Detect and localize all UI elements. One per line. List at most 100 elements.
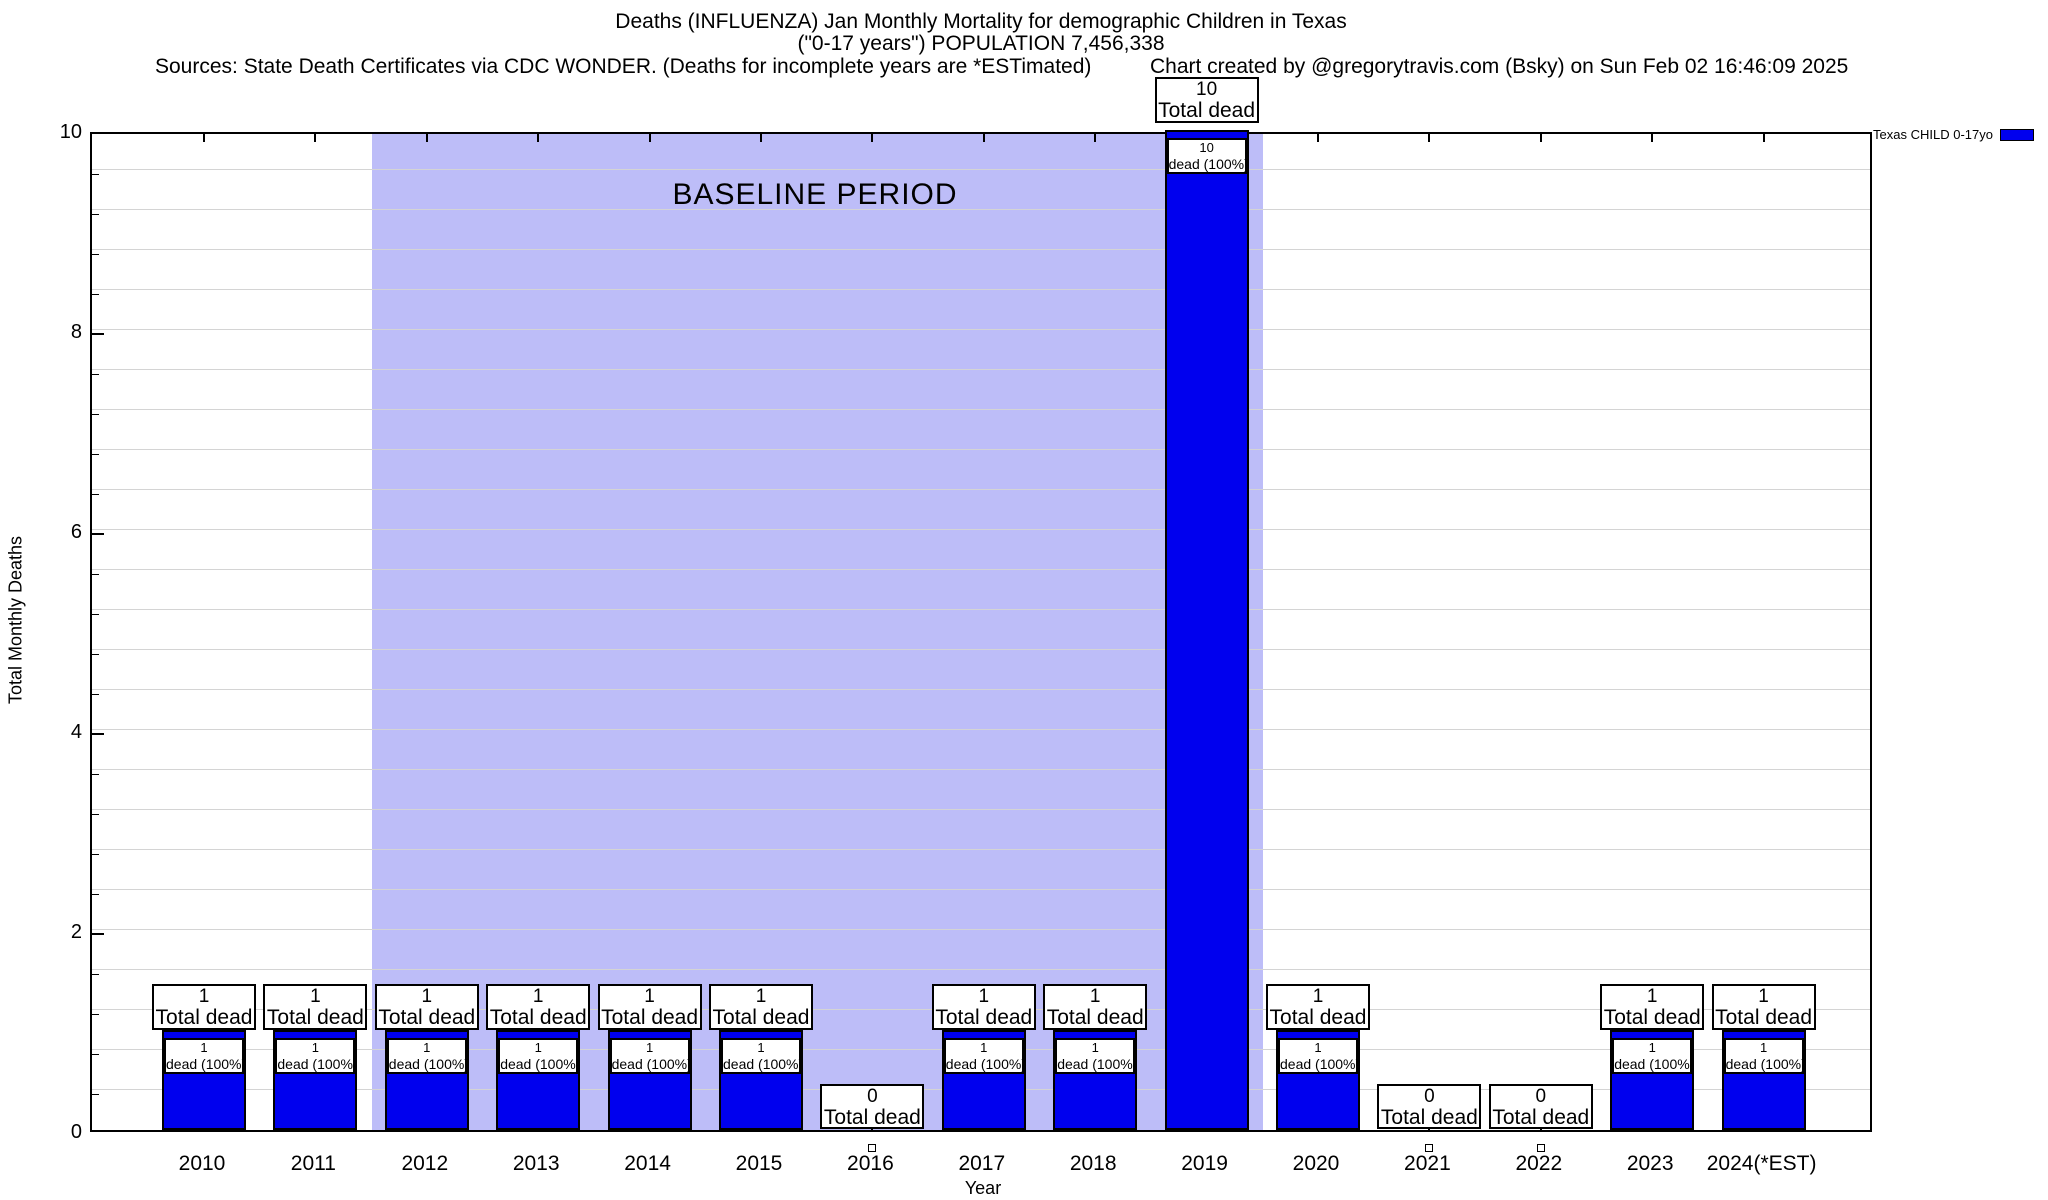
x-tick-label-2016: 2016 bbox=[847, 1152, 894, 1175]
gridline bbox=[92, 529, 1870, 530]
total-dead-label-2023: 1 Total dead bbox=[1600, 984, 1705, 1030]
x-top-tick bbox=[871, 134, 874, 142]
credit-note: Chart created by @gregorytravis.com (Bsk… bbox=[1150, 55, 1849, 78]
dead-pct-label-2011: 1 dead (100%) bbox=[275, 1038, 358, 1074]
legend-label: Texas CHILD 0-17yo bbox=[1873, 127, 1993, 142]
gridline bbox=[92, 849, 1870, 850]
y-minor-tick bbox=[92, 854, 99, 855]
total-dead-label-2020: 1 Total dead bbox=[1266, 984, 1370, 1030]
gridline bbox=[92, 489, 1870, 490]
gridline bbox=[92, 609, 1870, 610]
y-minor-tick bbox=[92, 1094, 99, 1095]
x-tick-label-2013: 2013 bbox=[512, 1152, 560, 1175]
gridline bbox=[92, 369, 1870, 370]
y-minor-tick bbox=[92, 534, 99, 535]
y-tick-label-0: 0 bbox=[70, 1121, 82, 1143]
x-tick-label-2011: 2011 bbox=[290, 1152, 336, 1175]
total-dead-label-2015: 1 Total dead bbox=[709, 984, 813, 1030]
dead-pct-label-2012: 1 dead (100%) bbox=[386, 1038, 469, 1074]
plot-area: BASELINE PERIOD 1 dead (100%) 1 Total dead 1 d… bbox=[90, 77, 1872, 1152]
total-dead-label-2011: 1 Total dead bbox=[263, 984, 368, 1030]
x-top-tick bbox=[425, 134, 428, 142]
y-minor-tick bbox=[92, 334, 99, 335]
total-dead-label-2019: 10 Total dead bbox=[1154, 77, 1259, 123]
x-top-tick bbox=[314, 134, 317, 142]
dead-pct-label-2014: 1 dead (100%) bbox=[609, 1038, 692, 1074]
gridline bbox=[92, 569, 1870, 570]
total-dead-label-2018: 1 Total dead bbox=[1043, 984, 1148, 1030]
x-top-tick bbox=[1539, 134, 1542, 142]
gridline bbox=[92, 409, 1870, 410]
dead-pct-label-2019: 10 dead (100%) bbox=[1166, 138, 1249, 174]
zero-marker-2021 bbox=[1425, 1144, 1434, 1152]
baseline-period-label: BASELINE PERIOD bbox=[672, 178, 958, 211]
y-minor-tick bbox=[92, 214, 99, 215]
x-top-tick bbox=[760, 134, 762, 142]
gridline bbox=[92, 889, 1870, 890]
x-top-tick bbox=[982, 134, 985, 142]
y-minor-tick bbox=[92, 974, 99, 975]
y-tick-label-2: 2 bbox=[70, 921, 82, 943]
dead-pct-label-2010: 1 dead (100%) bbox=[164, 1038, 246, 1074]
dead-pct-label-2018: 1 dead (100%) bbox=[1055, 1038, 1137, 1074]
x-top-tick bbox=[1094, 134, 1097, 142]
dead-pct-label-2013: 1 dead (100%) bbox=[498, 1038, 580, 1074]
x-tick-label-2017: 2017 bbox=[958, 1152, 1006, 1175]
x-axis-title: Year bbox=[964, 1178, 1002, 1198]
gridline bbox=[92, 649, 1870, 650]
x-top-tick bbox=[203, 134, 205, 142]
x-tick-label-2021: 2021 bbox=[1404, 1152, 1451, 1175]
y-minor-tick bbox=[92, 454, 99, 455]
y-minor-tick bbox=[92, 614, 99, 615]
dead-pct-label-2015: 1 dead (100%) bbox=[721, 1038, 803, 1074]
y-minor-tick bbox=[92, 694, 99, 695]
y-minor-tick bbox=[92, 734, 99, 735]
gridline bbox=[92, 689, 1870, 690]
x-tick-label-2020: 2020 bbox=[1292, 1152, 1340, 1175]
total-dead-label-2016: 0 Total dead bbox=[820, 1084, 925, 1129]
y-minor-tick bbox=[92, 254, 99, 255]
zero-marker-2016 bbox=[868, 1144, 877, 1152]
page-subtitle: ("0-17 years") POPULATION 7,456,338 bbox=[797, 32, 1165, 55]
total-dead-label-2017: 1 Total dead bbox=[931, 984, 1036, 1030]
gridline bbox=[92, 769, 1870, 770]
x-top-tick bbox=[1428, 134, 1431, 142]
y-minor-tick bbox=[92, 934, 99, 935]
total-dead-label-2014: 1 Total dead bbox=[597, 984, 702, 1030]
total-dead-label-2024(*EST): 1 Total dead bbox=[1711, 984, 1816, 1030]
page-title: Deaths (INFLUENZA) Jan Monthly Mortality… bbox=[615, 10, 1347, 33]
total-dead-label-2013: 1 Total dead bbox=[486, 984, 591, 1030]
y-minor-tick bbox=[92, 574, 99, 575]
y-tick-label-4: 4 bbox=[70, 721, 82, 743]
y-tick-label-6: 6 bbox=[70, 521, 82, 543]
baseline-region bbox=[372, 134, 1264, 1130]
x-tick-label-2023: 2023 bbox=[1626, 1152, 1674, 1175]
y-minor-tick bbox=[92, 1054, 99, 1055]
y-minor-tick bbox=[92, 294, 99, 295]
gridline bbox=[92, 969, 1870, 970]
x-tick-label-2024(*EST): 2024(*EST) bbox=[1706, 1152, 1817, 1175]
gridline bbox=[92, 249, 1870, 250]
y-minor-tick bbox=[92, 414, 99, 415]
y-minor-tick bbox=[92, 1014, 99, 1015]
dead-pct-label-2020: 1 dead (100%) bbox=[1278, 1038, 1360, 1074]
dead-pct-label-2024(*EST): 1 dead (100%) bbox=[1723, 1038, 1806, 1074]
gridline bbox=[92, 729, 1870, 730]
y-minor-tick bbox=[92, 374, 99, 375]
x-tick-label-2018: 2018 bbox=[1069, 1152, 1117, 1175]
gridline bbox=[92, 929, 1870, 930]
y-tick-label-10: 10 bbox=[59, 121, 82, 143]
gridline bbox=[92, 289, 1870, 290]
y-minor-tick bbox=[92, 774, 99, 775]
gridline bbox=[92, 169, 1870, 170]
y-axis-title: Total Monthly Deaths bbox=[5, 535, 26, 705]
gridline bbox=[92, 449, 1870, 450]
x-tick-label-2019: 2019 bbox=[1181, 1152, 1228, 1175]
dead-pct-label-2023: 1 dead (100%) bbox=[1612, 1038, 1694, 1074]
total-dead-label-2021: 0 Total dead bbox=[1377, 1084, 1482, 1129]
legend: Texas CHILD 0-17yo bbox=[1873, 127, 2034, 142]
total-dead-label-2022: 0 Total dead bbox=[1488, 1084, 1593, 1129]
sources-note: Sources: State Death Certificates via CD… bbox=[155, 55, 1092, 78]
x-top-tick bbox=[1317, 134, 1319, 142]
